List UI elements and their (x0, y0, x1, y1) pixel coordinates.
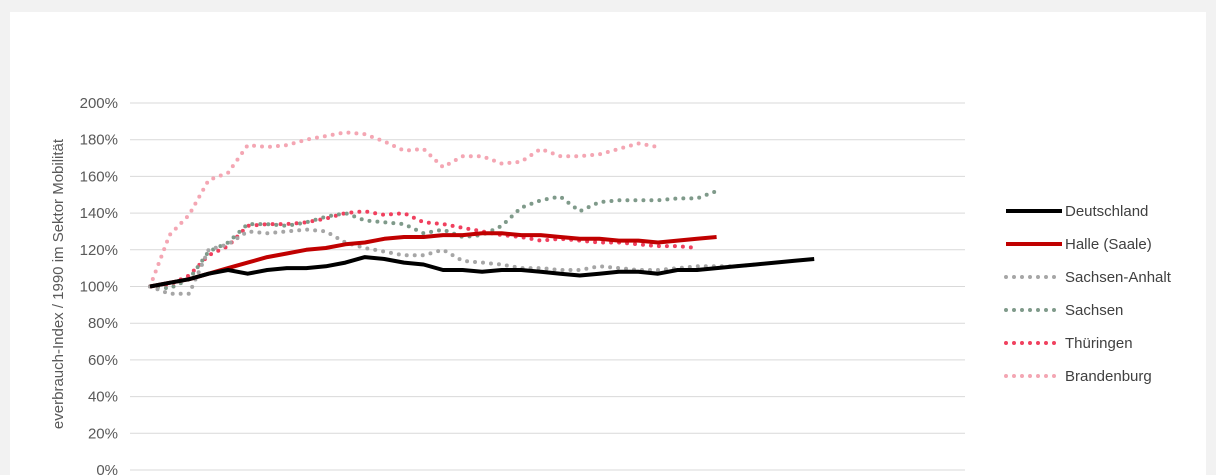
y-tick-label: 200% (80, 95, 118, 112)
series-line-th-ringen (148, 209, 699, 289)
y-tick-label: 180% (80, 132, 118, 149)
series-line-deutschland (149, 255, 815, 289)
series-line-sachsen-anhalt (148, 227, 758, 296)
legend-label-sachsen-anhalt: Sachsen-Anhalt (1065, 269, 1172, 286)
legend-label-sachsen: Sachsen (1065, 302, 1123, 319)
legend-label-brandenburg: Brandenburg (1065, 368, 1152, 385)
y-tick-label: 80% (88, 315, 118, 332)
y-tick-label: 0% (96, 462, 118, 475)
series-lines (148, 130, 815, 296)
y-tick-label: 40% (88, 389, 118, 406)
y-tick-label: 20% (88, 425, 118, 442)
chart-card: 200% 180% 160% 140% 120% 100% 80% 60% 40% 20% 0% e… (10, 12, 1206, 475)
y-axis-ticks: 200% 180% 160% 140% 120% 100% 80% 60% 40% 20% 0% (80, 95, 118, 475)
legend-label-deutschland: Deutschland (1065, 203, 1148, 220)
y-tick-label: 100% (80, 279, 118, 296)
y-tick-label: 140% (80, 205, 118, 222)
y-tick-label: 60% (88, 352, 118, 369)
series-line-halle-saale (149, 231, 717, 289)
legend-label-th-ringen: Thüringen (1065, 335, 1133, 352)
legend-label-halle-saale: Halle (Saale) (1065, 236, 1152, 253)
legend: Deutschland Halle (Saale) Sachsen-Anhalt Sa… (1004, 203, 1172, 385)
line-chart: 200% 180% 160% 140% 120% 100% 80% 60% 40% 20% 0% e… (50, 95, 1172, 475)
series-line-sachsen (148, 189, 719, 291)
grid-lines (130, 102, 965, 471)
y-tick-label: 160% (80, 168, 118, 185)
y-axis-label: everbrauch-Index / 1990 im Sektor Mobili… (50, 138, 67, 429)
y-tick-label: 120% (80, 242, 118, 259)
